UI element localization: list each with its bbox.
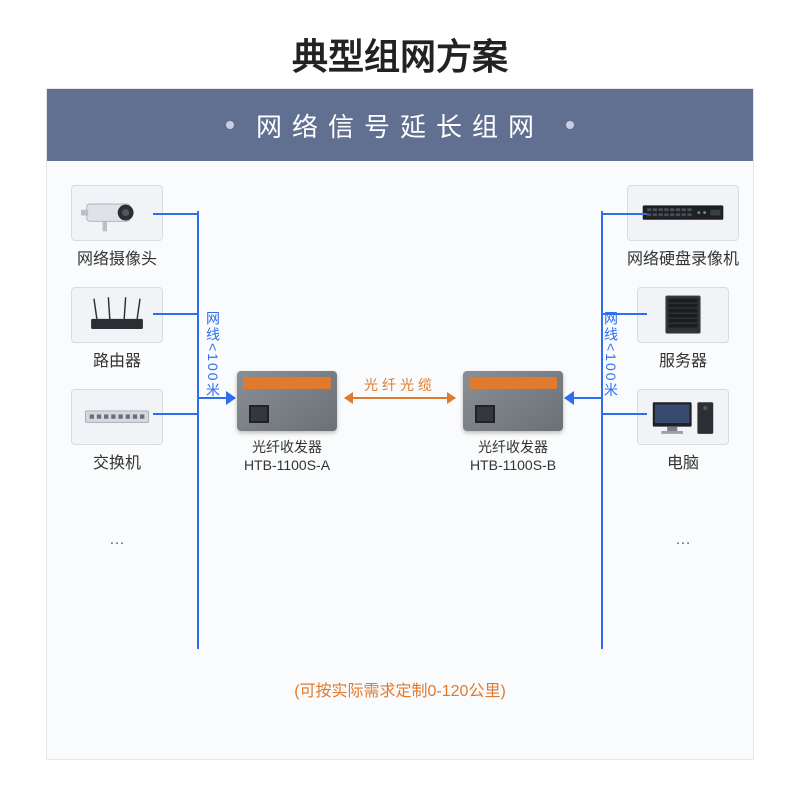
router-icon (71, 287, 163, 343)
ellipsis-label: … (109, 531, 125, 549)
arrow-to-conv-a (199, 397, 235, 399)
ellipsis-label: … (675, 531, 691, 549)
banner-dot-right (566, 121, 574, 129)
device-label: 网络摄像头 (77, 245, 157, 269)
right-device-column: 网络硬盘录像机 服务器 电脑 … (623, 185, 743, 549)
converter-b-label: 光纤收发器 (463, 437, 563, 457)
device-router: 路由器 (71, 287, 163, 371)
device-server: 服务器 (637, 287, 729, 371)
banner-text: 网络信号延长组网 (256, 107, 544, 144)
switch-icon (71, 389, 163, 445)
fiber-line (345, 397, 455, 399)
server-icon (637, 287, 729, 343)
connector (153, 413, 197, 415)
device-label: 服务器 (659, 347, 707, 371)
connector (153, 313, 197, 315)
arrow-to-conv-b (565, 397, 601, 399)
left-bus-line (197, 211, 199, 649)
diagram-frame: 网络信号延长组网 网络摄像头 路由器 交换机 (46, 88, 754, 760)
converter-a-model: HTB-1100S-A (237, 457, 337, 473)
banner: 网络信号延长组网 (47, 89, 753, 161)
device-nvr: 网络硬盘录像机 (627, 185, 739, 269)
device-more-left: … (109, 491, 125, 549)
device-ipcam: 网络摄像头 (71, 185, 163, 269)
device-label: 路由器 (93, 347, 141, 371)
footnote: (可按实际需求定制0-120公里) (47, 677, 753, 701)
connector (603, 313, 647, 315)
right-bus-line (601, 211, 603, 649)
converter-a-label: 光纤收发器 (237, 437, 337, 457)
connector (153, 213, 197, 215)
main-title: 典型组网方案 (0, 0, 800, 80)
converter-b-model: HTB-1100S-B (463, 457, 563, 473)
left-device-column: 网络摄像头 路由器 交换机 … (57, 185, 177, 549)
device-label: 电脑 (667, 449, 699, 473)
ipcam-icon (71, 185, 163, 241)
connector (603, 213, 647, 215)
pc-icon (637, 389, 729, 445)
banner-dot-left (226, 121, 234, 129)
device-label: 交换机 (93, 449, 141, 473)
diagram-area: 网络摄像头 路由器 交换机 … (47, 161, 753, 759)
device-pc: 电脑 (637, 389, 729, 473)
device-label: 网络硬盘录像机 (627, 245, 739, 269)
device-more-right: … (675, 491, 691, 549)
connector (603, 413, 647, 415)
device-switch: 交换机 (71, 389, 163, 473)
fiber-label: 光纤光缆 (47, 375, 753, 395)
